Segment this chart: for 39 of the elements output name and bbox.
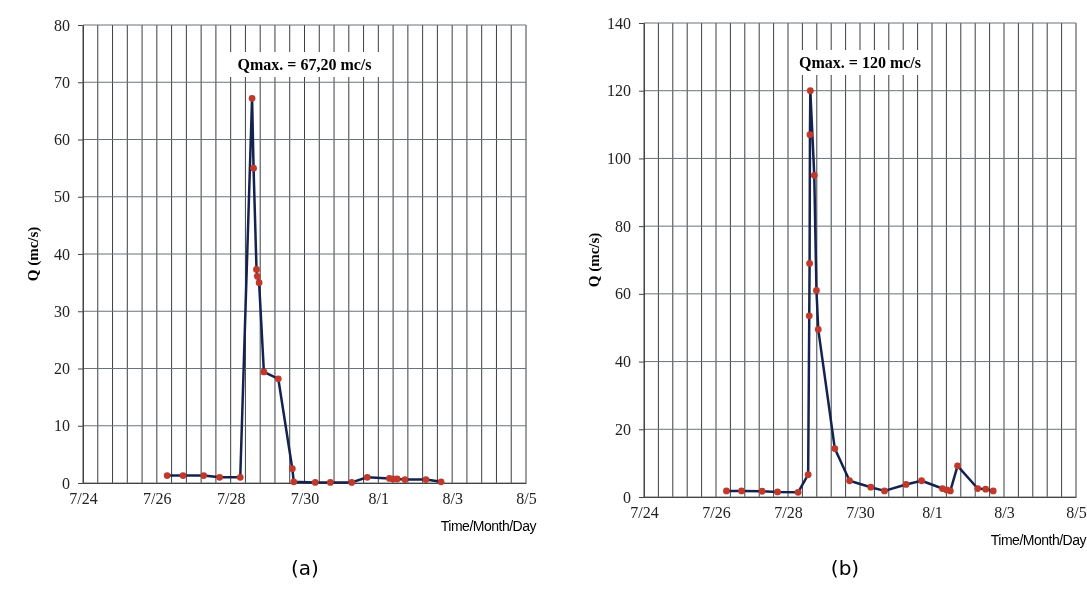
y-tick-label: 20 [615, 420, 631, 438]
y-tick-label: 0 [623, 488, 631, 506]
y-axis-title: Q (mc/s) [25, 226, 42, 282]
annotation: Qmax. = 67,20 mc/s [237, 56, 372, 73]
y-tick-label: 30 [54, 302, 70, 320]
y-tick-label: 120 [607, 82, 631, 100]
x-tick-label: 7/30 [290, 490, 320, 508]
y-tick-label: 50 [54, 188, 70, 206]
x-tick-label: 8/5 [516, 490, 537, 508]
y-tick-label: 80 [615, 217, 631, 235]
y-tick-label: 40 [615, 353, 631, 371]
y-axis-title: Q (mc/s) [586, 232, 603, 288]
x-tick-label: 7/28 [216, 490, 246, 508]
y-tick-label: 100 [607, 150, 631, 168]
x-tick-label: 7/26 [143, 490, 172, 508]
text: (a) [291, 556, 319, 580]
y-tick-label: 70 [54, 73, 70, 91]
x-tick-label: 8/5 [1066, 504, 1087, 522]
y-tick-label: 140 [607, 14, 631, 32]
y-tick-label: 0 [62, 474, 70, 492]
x-tick-label: 7/24 [69, 490, 98, 508]
x-tick-label: 8/3 [442, 490, 463, 508]
x-axis-title: Time/Month/Day [440, 518, 537, 534]
text: (b) [830, 556, 860, 580]
y-tick-label: 40 [54, 245, 70, 263]
y-tick-label: 10 [54, 417, 70, 435]
y-tick-label: 60 [54, 131, 70, 149]
x-tick-label: 8/1 [922, 504, 943, 522]
x-tick-label: 7/28 [774, 504, 803, 522]
x-tick-label: 7/30 [846, 504, 875, 522]
y-tick-label: 80 [54, 16, 70, 34]
x-tick-label: 8/1 [368, 490, 390, 508]
annotation: Qmax. = 120 mc/s [799, 54, 921, 71]
y-tick-label: 60 [615, 285, 631, 303]
x-tick-label: 7/24 [630, 504, 659, 522]
y-tick-label: 20 [54, 360, 70, 378]
x-tick-label: 7/26 [702, 504, 731, 522]
x-axis-title: Time/Month/Day [990, 532, 1087, 548]
x-tick-label: 8/3 [994, 504, 1015, 522]
